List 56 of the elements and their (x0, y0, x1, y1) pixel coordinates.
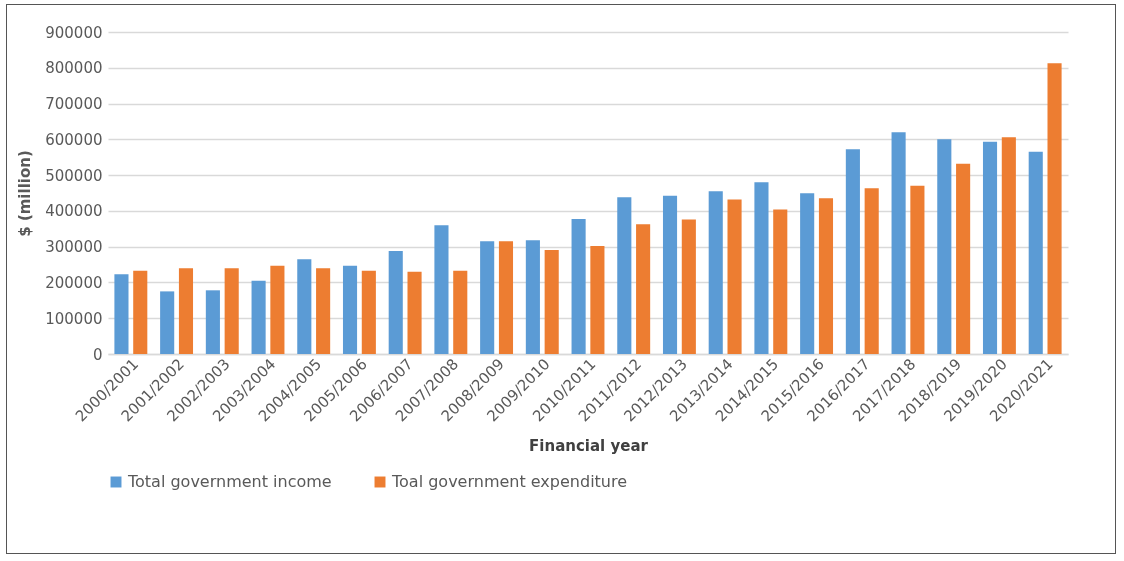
bar (845, 149, 860, 354)
y-tick-label: 800000 (45, 59, 103, 78)
bar (297, 259, 312, 354)
y-tick-label: 500000 (45, 166, 103, 185)
bar (361, 270, 376, 354)
y-tick-label: 400000 (45, 202, 103, 221)
bar (251, 280, 266, 354)
bar (544, 249, 559, 354)
bar (864, 188, 879, 354)
bar (910, 185, 925, 354)
bar (342, 265, 358, 354)
bar (525, 240, 540, 354)
bar (891, 132, 906, 354)
y-tick-label: 700000 (45, 95, 103, 114)
bar (1028, 151, 1043, 354)
bar (480, 241, 495, 354)
y-tick-label: 900000 (45, 23, 103, 42)
bar (205, 290, 220, 354)
y-tick-label: 300000 (45, 238, 103, 257)
bar (1001, 137, 1016, 354)
bar (773, 209, 788, 354)
y-tick-label: 600000 (45, 130, 103, 149)
bar (982, 141, 998, 354)
x-axis-title: Financial year (529, 436, 649, 455)
bar (270, 265, 285, 354)
bar (178, 268, 194, 354)
y-tick-label: 100000 (45, 309, 103, 328)
bar (636, 224, 651, 354)
bar (388, 250, 403, 354)
bar (453, 270, 468, 354)
bar (818, 198, 834, 354)
y-tick-label: 200000 (45, 273, 103, 292)
bar (727, 199, 742, 354)
bar (662, 195, 678, 354)
bar (133, 270, 148, 354)
legend-label: Toal government expenditure (391, 472, 628, 491)
bar (937, 139, 952, 354)
legend-label: Total government income (127, 472, 332, 491)
bar (407, 271, 422, 354)
bar (681, 219, 696, 354)
bar (617, 197, 632, 354)
bar (708, 191, 723, 354)
bar (1047, 63, 1062, 354)
y-axis-title: $ (million) (16, 150, 35, 237)
bar (956, 163, 971, 354)
bar (498, 241, 514, 354)
bar (316, 268, 331, 354)
bar (224, 268, 239, 354)
bar (590, 245, 605, 354)
bar (114, 274, 129, 354)
y-tick-label: 0 (92, 345, 103, 364)
bar (571, 219, 586, 354)
bar (754, 182, 769, 354)
bar (800, 193, 815, 354)
bar (160, 291, 175, 354)
bar (434, 225, 449, 354)
